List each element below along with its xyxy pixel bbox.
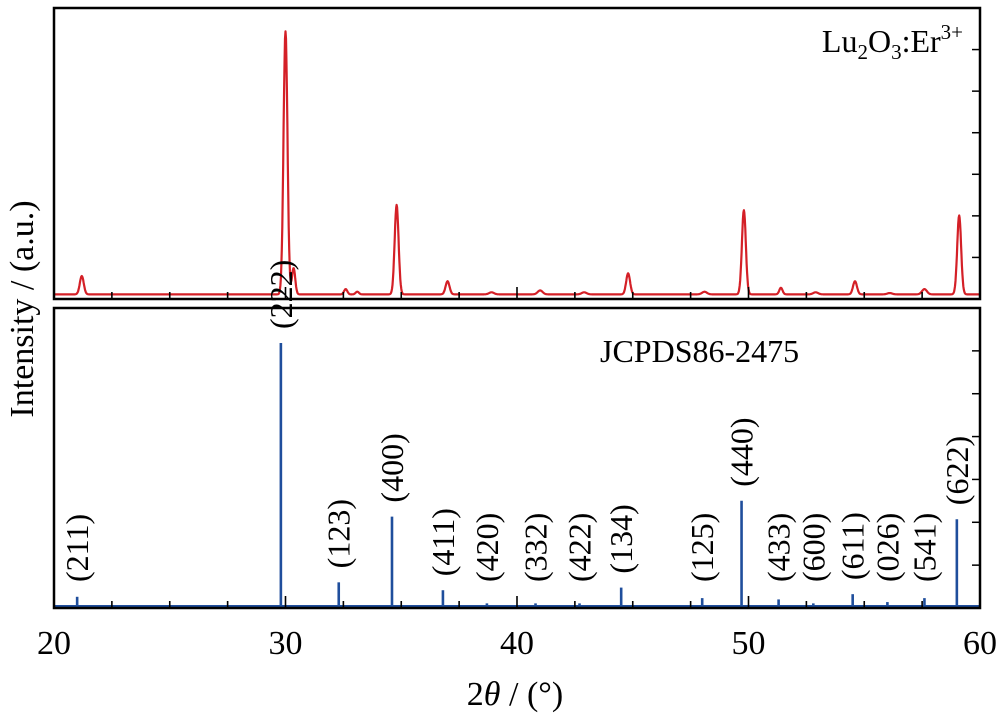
hkl-label: (611)	[835, 512, 871, 580]
hkl-label: (125)	[684, 513, 720, 582]
hkl-label: (400)	[374, 433, 410, 502]
hkl-label: (622)	[939, 436, 975, 505]
y-axis-label: Intensity / (a.u.)	[4, 200, 41, 417]
hkl-label: (222)	[263, 260, 299, 329]
hkl-label: (600)	[795, 513, 831, 582]
hkl-label: (422)	[562, 513, 598, 582]
hkl-label: (411)	[425, 508, 461, 576]
top-panel-label: Lu2O3:Er3+	[822, 20, 963, 64]
hkl-label: (332)	[518, 513, 554, 582]
x-tick-label: 50	[732, 625, 766, 662]
x-tick-label: 40	[500, 625, 534, 662]
hkl-label: (420)	[469, 513, 505, 582]
bottom-panel-label: JCPDS86-2475	[600, 333, 799, 369]
hkl-label: (134)	[603, 504, 639, 573]
x-axis-label: 2θ / (°)	[467, 676, 563, 713]
x-tick-label: 30	[269, 625, 303, 662]
hkl-label: (211)	[59, 514, 95, 582]
hkl-label: (123)	[321, 499, 357, 568]
xrd-pattern-line	[53, 30, 981, 296]
hkl-label: (433)	[761, 513, 797, 582]
x-tick-label: 20	[37, 625, 71, 662]
hkl-label: (026)	[869, 513, 905, 582]
hkl-label: (541)	[906, 513, 942, 582]
hkl-label: (440)	[724, 417, 760, 486]
x-tick-label: 60	[963, 625, 997, 662]
